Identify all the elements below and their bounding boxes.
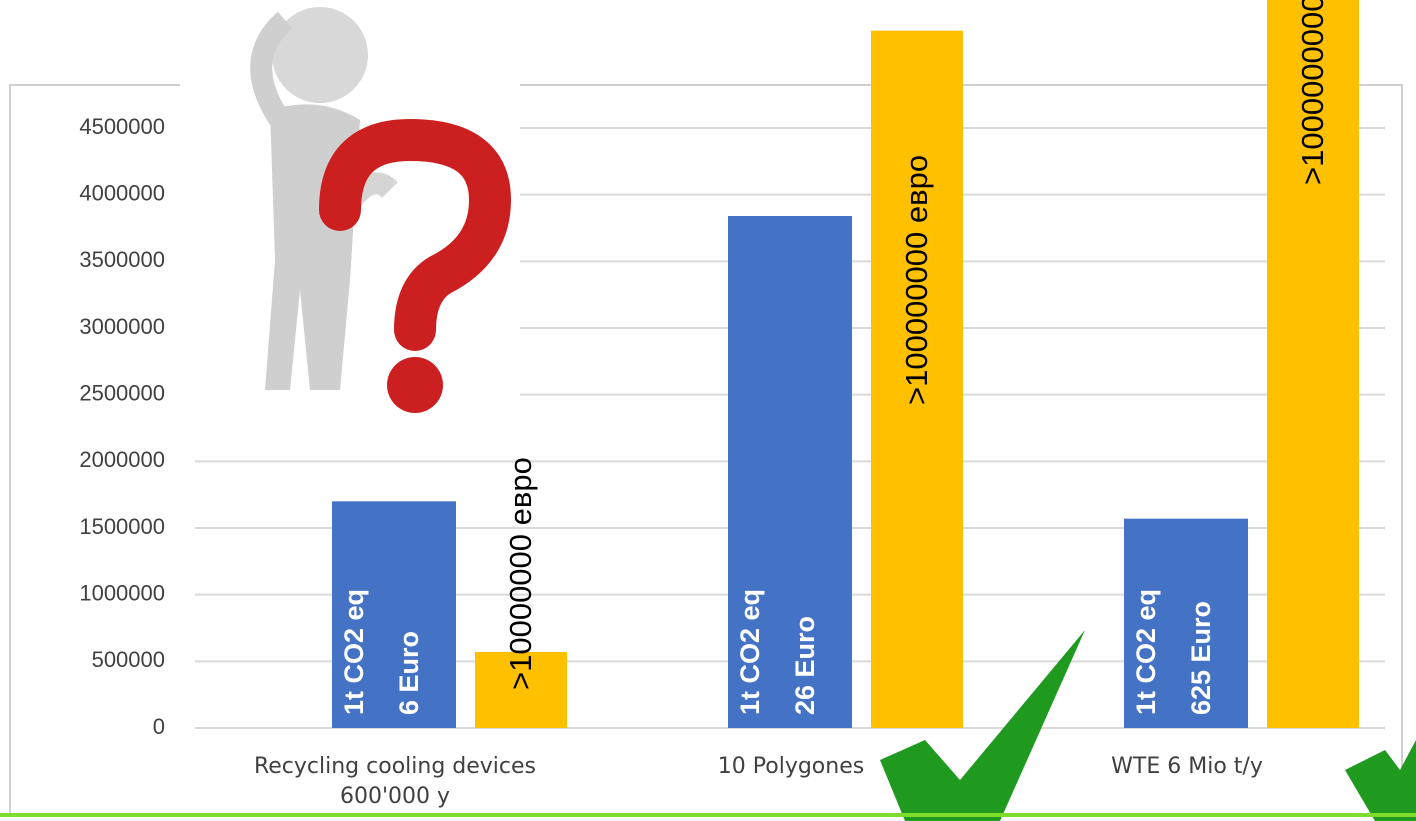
bar-label: >100000000 евро (899, 155, 934, 405)
bar (1124, 518, 1248, 728)
y-tick-label: 2500000 (79, 380, 165, 405)
y-tick-label: 500000 (92, 647, 165, 672)
bar-label: 1t CO2 eq (339, 589, 369, 715)
bar-label: 1t CO2 eq (735, 589, 765, 715)
bar-label: 625 Euro (1186, 601, 1216, 715)
bar-label: 6 Euro (394, 631, 424, 715)
y-tick-label: 4500000 (79, 114, 165, 139)
bar (332, 501, 456, 728)
y-tick-label: 1000000 (79, 580, 165, 605)
y-tick-label: 1500000 (79, 514, 165, 539)
check-mark (1345, 740, 1416, 821)
x-tick-label: WTE 6 Mio t/y (1111, 754, 1263, 779)
y-tick-label: 3000000 (79, 314, 165, 339)
x-tick-label: Recycling cooling devices 600'000 y (253, 754, 537, 809)
bar-label: 26 Euro (790, 616, 820, 715)
y-tick-label: 4000000 (79, 180, 165, 205)
y-tick-label: 3500000 (79, 247, 165, 272)
y-tick-label: 0 (153, 714, 165, 739)
bar-label: >1000000000 евро (1295, 0, 1330, 185)
bar-label: 1t CO2 eq (1131, 589, 1161, 715)
question-figure (180, 0, 520, 430)
y-tick-label: 2000000 (79, 447, 165, 472)
bar (475, 652, 567, 728)
bar (728, 216, 852, 728)
x-tick-label: 10 Polygones (717, 754, 865, 779)
bar (1267, 0, 1359, 728)
bar (871, 30, 963, 728)
bar-label: >10000000 евро (503, 457, 538, 690)
check-mark (880, 630, 1085, 821)
